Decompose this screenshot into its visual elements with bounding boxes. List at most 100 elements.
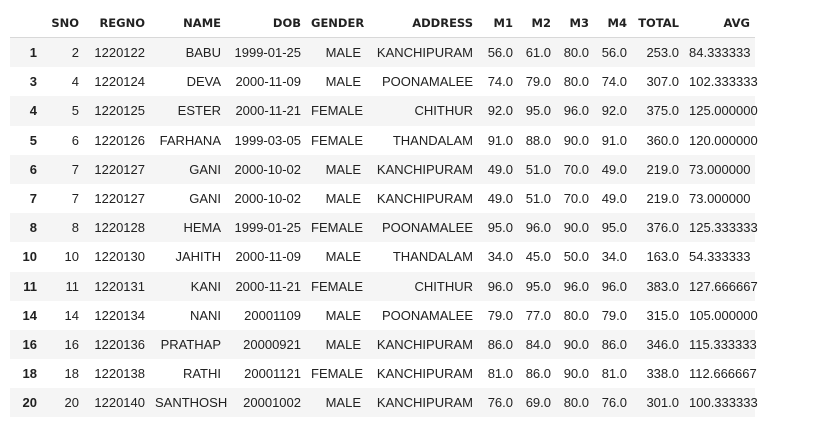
column-header-m3: M3 bbox=[556, 9, 594, 38]
cell-gender: MALE bbox=[306, 329, 366, 360]
cell-m1: 34.0 bbox=[478, 242, 518, 272]
cell-m4: 49.0 bbox=[594, 154, 632, 184]
cell-name: BABU bbox=[150, 37, 226, 68]
table-row: 18 18 1220138 RATHI 20001121 FEMALE KANCHIPURA… bbox=[10, 359, 757, 389]
column-header-name: NAME bbox=[150, 9, 226, 38]
row-index: 14 bbox=[10, 300, 42, 330]
cell-dob: 20001109 bbox=[226, 300, 306, 330]
cell-m4: 76.0 bbox=[594, 388, 632, 418]
cell-gender: MALE bbox=[306, 154, 366, 184]
cell-m4: 81.0 bbox=[594, 359, 632, 389]
cell-address: CHITHUR bbox=[366, 271, 478, 301]
cell-m3: 80.0 bbox=[556, 300, 594, 330]
cell-m2: 86.0 bbox=[518, 359, 556, 389]
column-header-gender: GENDER bbox=[306, 9, 366, 38]
table-row: 7 7 1220127 GANI 2000-10-02 MALE KANCHIPURAM 49… bbox=[10, 183, 755, 214]
cell-avg: 105.000000 bbox=[684, 300, 758, 330]
cell-name: NANI bbox=[150, 300, 226, 330]
table-row: 14 14 1220134 NANI 20001109 MALE POONAMALEE 79.… bbox=[10, 300, 758, 330]
column-header-m1: M1 bbox=[478, 9, 518, 38]
column-header-dob: DOB bbox=[226, 9, 306, 38]
cell-total: 376.0 bbox=[632, 213, 684, 243]
cell-avg: 127.666667 bbox=[684, 271, 758, 301]
table-row: 3 4 1220124 DEVA 2000-11-09 MALE POONAMALEE 74.… bbox=[10, 67, 758, 97]
column-header-m4: M4 bbox=[594, 9, 632, 38]
header-row: SNO REGNO NAME DOB GENDER ADDRESS M1 M2 M3 M4 TOTA… bbox=[10, 9, 755, 38]
cell-sno: 8 bbox=[42, 213, 84, 243]
table-row: 10 10 1220130 JAHITH 2000-11-09 MALE THANDALAM… bbox=[10, 242, 755, 272]
cell-dob: 2000-11-21 bbox=[226, 271, 306, 301]
cell-total: 360.0 bbox=[632, 125, 684, 155]
cell-m3: 90.0 bbox=[556, 213, 594, 243]
cell-sno: 20 bbox=[42, 388, 84, 418]
table-row: 1 2 1220122 BABU 1999-01-25 MALE KANCHIPURAM 56… bbox=[10, 37, 755, 68]
cell-sno: 2 bbox=[42, 37, 84, 68]
cell-dob: 2000-11-09 bbox=[226, 67, 306, 97]
cell-name: GANI bbox=[150, 154, 226, 184]
cell-sno: 18 bbox=[42, 359, 84, 389]
cell-m2: 51.0 bbox=[518, 183, 556, 214]
cell-m3: 50.0 bbox=[556, 242, 594, 272]
cell-m1: 76.0 bbox=[478, 388, 518, 418]
cell-m4: 96.0 bbox=[594, 271, 632, 301]
cell-address: THANDALAM bbox=[366, 242, 478, 272]
cell-m2: 51.0 bbox=[518, 154, 556, 184]
cell-total: 338.0 bbox=[632, 359, 684, 389]
cell-dob: 2000-10-02 bbox=[226, 183, 306, 214]
cell-m3: 80.0 bbox=[556, 388, 594, 418]
cell-name: ESTER bbox=[150, 96, 226, 126]
cell-m4: 92.0 bbox=[594, 96, 632, 126]
cell-dob: 2000-11-09 bbox=[226, 242, 306, 272]
cell-total: 307.0 bbox=[632, 67, 684, 97]
cell-total: 315.0 bbox=[632, 300, 684, 330]
cell-avg: 115.333333 bbox=[684, 329, 757, 360]
cell-dob: 20000921 bbox=[226, 329, 306, 360]
cell-name: KANI bbox=[150, 271, 226, 301]
cell-m4: 74.0 bbox=[594, 67, 632, 97]
cell-address: POONAMALEE bbox=[366, 300, 478, 330]
cell-m2: 77.0 bbox=[518, 300, 556, 330]
cell-m3: 90.0 bbox=[556, 329, 594, 360]
cell-gender: FEMALE bbox=[306, 96, 366, 126]
cell-avg: 125.333333 bbox=[684, 213, 758, 243]
row-index: 1 bbox=[10, 37, 42, 68]
cell-m1: 56.0 bbox=[478, 37, 518, 68]
column-header-address: ADDRESS bbox=[366, 9, 478, 38]
cell-address: KANCHIPURAM bbox=[366, 329, 478, 360]
cell-m3: 70.0 bbox=[556, 183, 594, 214]
row-index: 16 bbox=[10, 329, 42, 360]
cell-address: KANCHIPURAM bbox=[366, 183, 478, 214]
column-header-avg: AVG bbox=[684, 9, 755, 38]
cell-sno: 4 bbox=[42, 67, 84, 97]
row-index: 5 bbox=[10, 125, 42, 155]
cell-total: 219.0 bbox=[632, 183, 684, 214]
cell-dob: 1999-01-25 bbox=[226, 37, 306, 68]
cell-dob: 2000-11-21 bbox=[226, 96, 306, 126]
cell-m1: 86.0 bbox=[478, 329, 518, 360]
cell-gender: MALE bbox=[306, 67, 366, 97]
cell-m1: 74.0 bbox=[478, 67, 518, 97]
row-index: 10 bbox=[10, 242, 42, 272]
cell-m3: 80.0 bbox=[556, 67, 594, 97]
cell-gender: FEMALE bbox=[306, 271, 366, 301]
row-index: 4 bbox=[10, 96, 42, 126]
table-row: 4 5 1220125 ESTER 2000-11-21 FEMALE CHITHUR 92.… bbox=[10, 96, 758, 126]
cell-gender: FEMALE bbox=[306, 213, 366, 243]
cell-name: PRATHAP bbox=[150, 329, 226, 360]
cell-gender: MALE bbox=[306, 388, 366, 418]
cell-regno: 1220140 bbox=[84, 388, 150, 418]
index-header bbox=[10, 9, 42, 38]
cell-regno: 1220127 bbox=[84, 183, 150, 214]
table-row: 16 16 1220136 PRATHAP 20000921 MALE KANCHIPURA… bbox=[10, 329, 757, 360]
cell-m2: 95.0 bbox=[518, 96, 556, 126]
cell-name: HEMA bbox=[150, 213, 226, 243]
cell-sno: 10 bbox=[42, 242, 84, 272]
cell-avg: 54.333333 bbox=[684, 242, 755, 272]
cell-regno: 1220134 bbox=[84, 300, 150, 330]
table-row: 11 11 1220131 KANI 2000-11-21 FEMALE CHITHUR 96… bbox=[10, 271, 758, 301]
cell-dob: 20001002 bbox=[226, 388, 306, 418]
cell-address: KANCHIPURAM bbox=[366, 388, 478, 418]
cell-avg: 125.000000 bbox=[684, 96, 758, 126]
column-header-m2: M2 bbox=[518, 9, 556, 38]
cell-regno: 1220136 bbox=[84, 329, 150, 360]
